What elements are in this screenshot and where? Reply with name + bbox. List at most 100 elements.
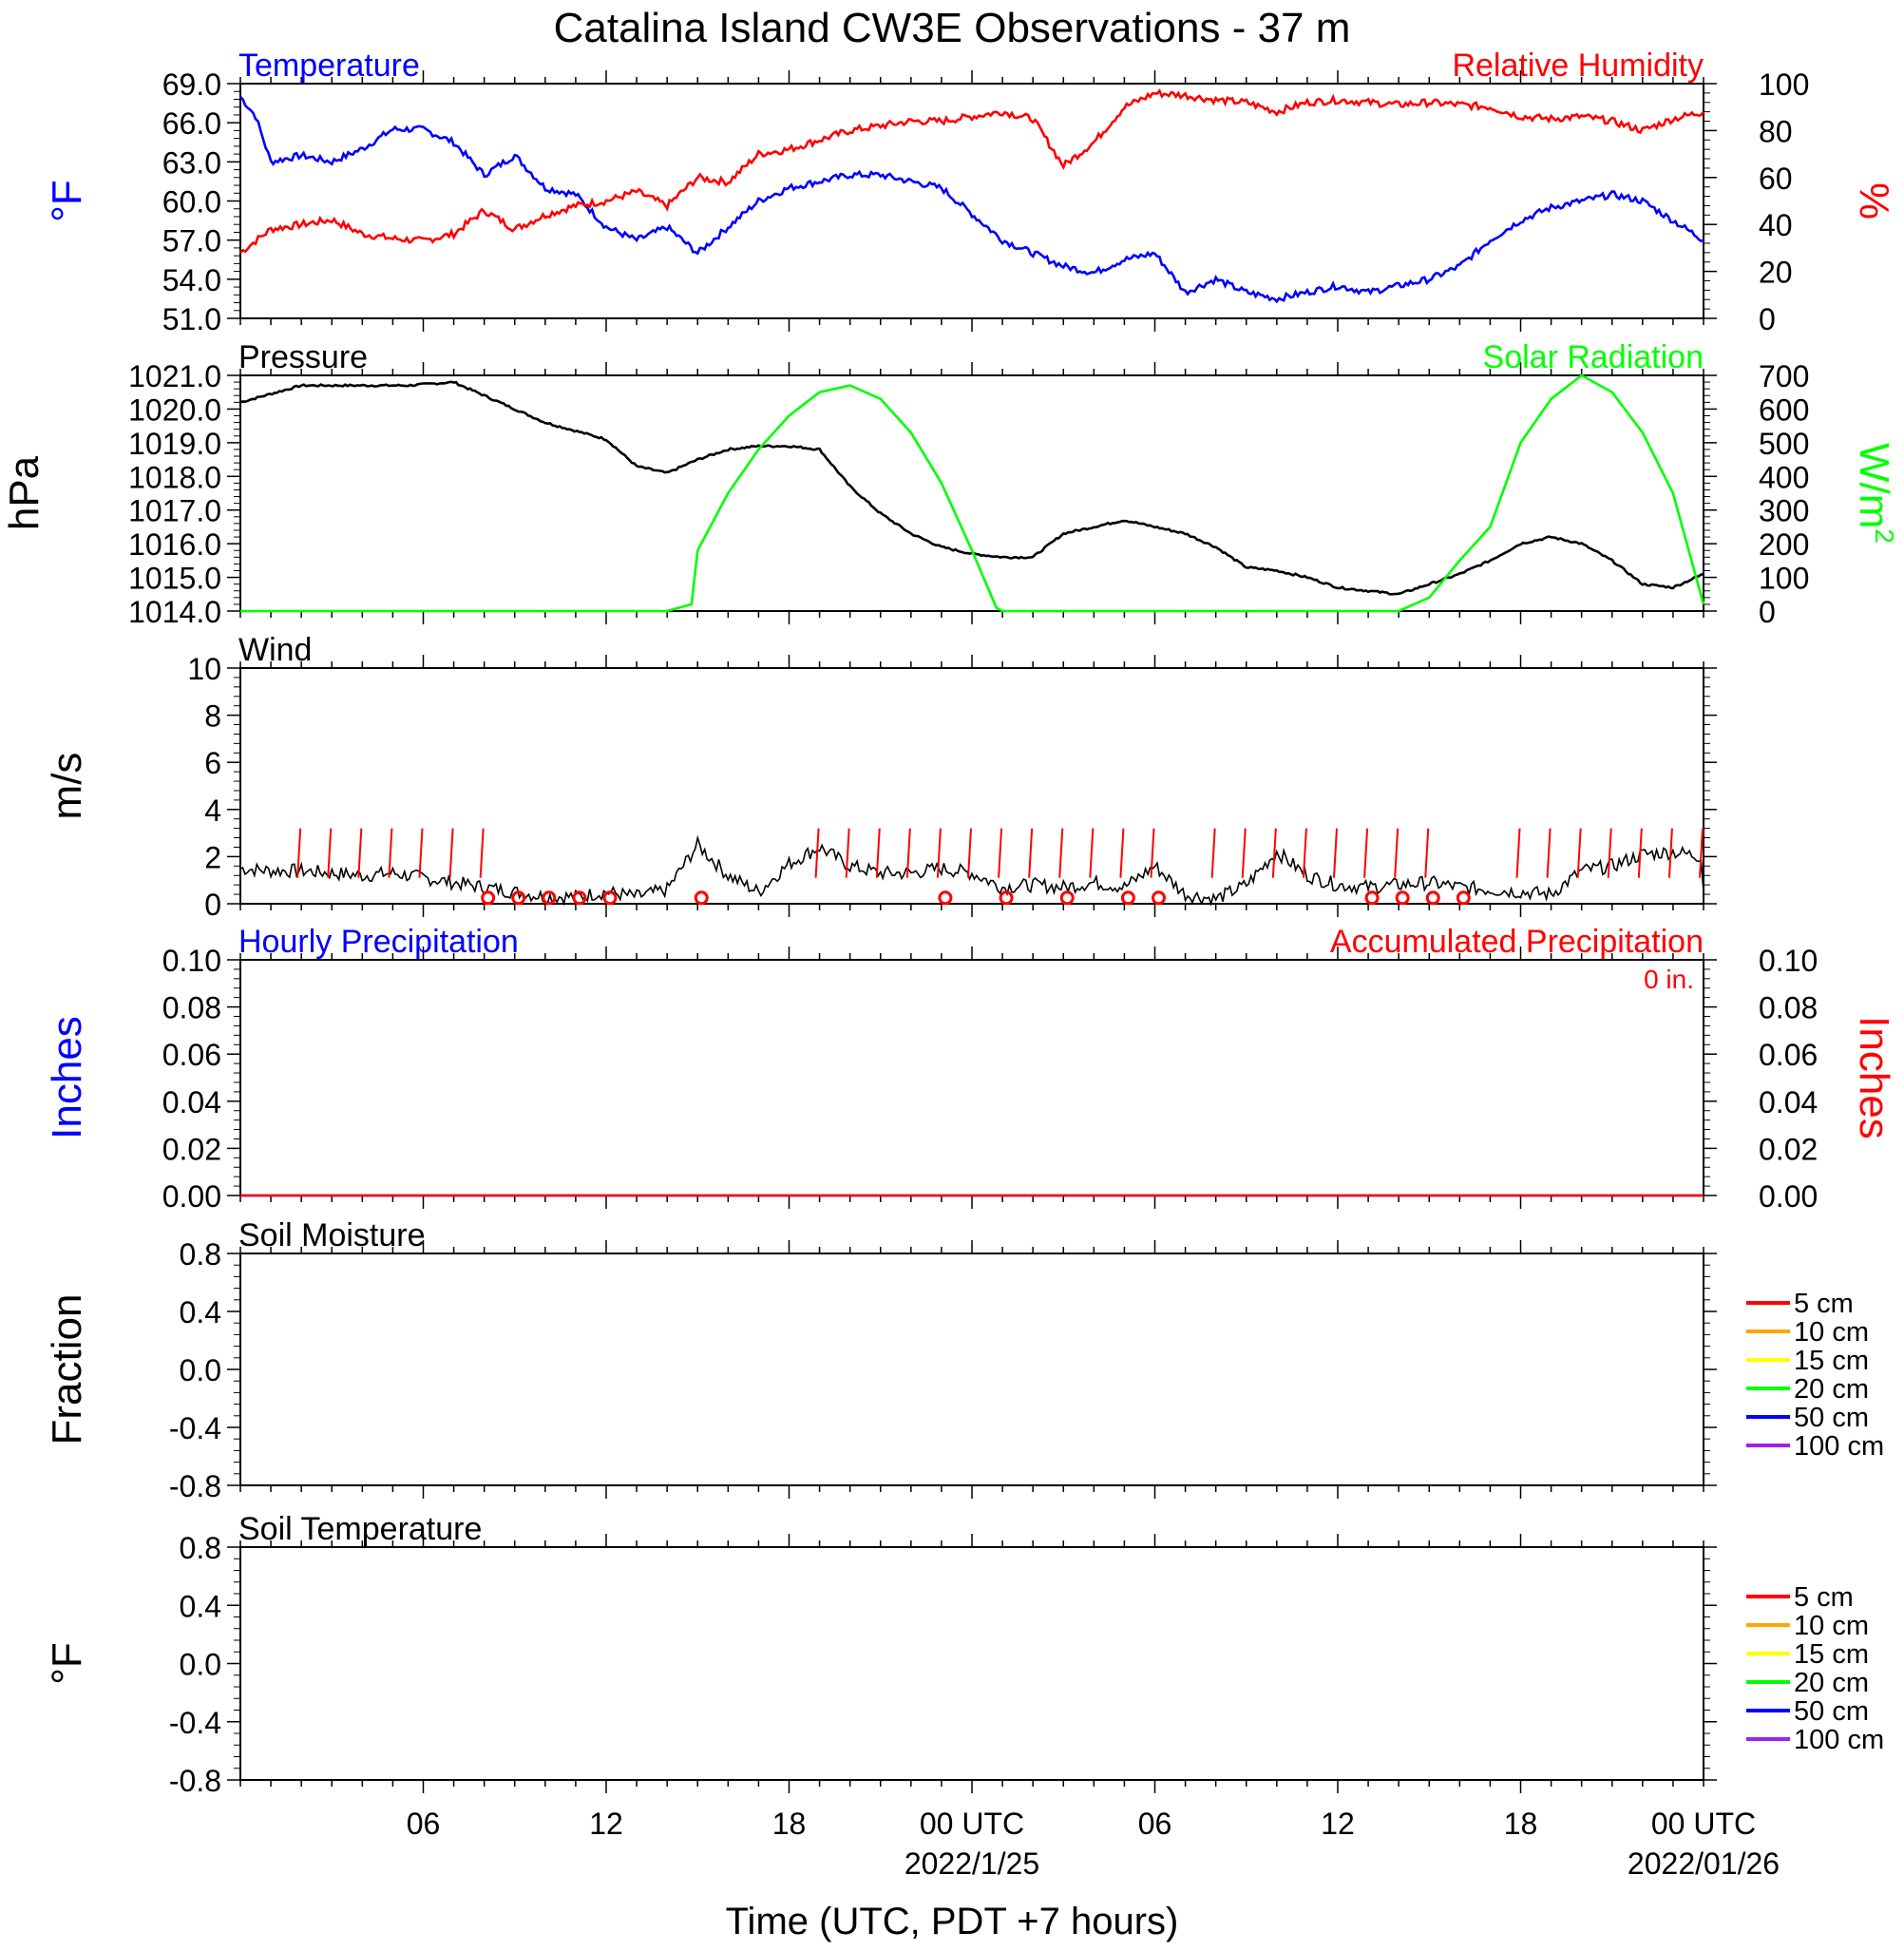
panel-title-right: Solar Radiation	[1483, 339, 1704, 375]
legend-label: 10 cm	[1794, 1317, 1869, 1348]
y-tick-label-left: 1020.0	[128, 392, 221, 427]
y-axis-label-right: %	[1851, 182, 1897, 220]
figure-title: Catalina Island CW3E Observations - 37 m	[554, 5, 1351, 51]
wind-barb	[814, 828, 820, 878]
wind-barb	[1515, 828, 1521, 878]
y-axis-label-left: °F	[44, 180, 90, 221]
y-axis-label-left: hPa	[1, 455, 48, 530]
calm-wind-marker	[481, 890, 496, 906]
y-tick-label-left: -0.4	[169, 1411, 221, 1445]
panel-title-right: Accumulated Precipitation	[1330, 924, 1704, 960]
wind-barb	[1667, 828, 1673, 878]
wind-barb	[875, 828, 881, 878]
y-tick-label-right: 500	[1759, 427, 1809, 461]
y-tick-label-right: 400	[1759, 460, 1809, 494]
calm-wind-marker	[1425, 890, 1440, 906]
y-axis-label-left: °F	[44, 1642, 90, 1684]
y-tick-label-right: 0.02	[1759, 1132, 1818, 1166]
y-tick-label-left: 1016.0	[128, 527, 221, 562]
series-line-pressure	[239, 380, 1704, 596]
y-axis-label-right: Inches	[1851, 1016, 1897, 1139]
wind-barb	[1150, 828, 1155, 878]
plot-frame	[239, 959, 1704, 1196]
panel-temperature-humidity: 69.0 66.0 63.0 60.0 57.0 54.0 51.0 100 80 60 40 20 0…	[44, 48, 1897, 336]
x-tick-label: 00 UTC	[1651, 1807, 1756, 1841]
y-tick-label-left: 0.0	[180, 1353, 221, 1387]
y-tick-label-left: 51.0	[162, 302, 221, 336]
calm-wind-marker	[938, 890, 953, 906]
legend-label: 15 cm	[1794, 1639, 1869, 1670]
x-tick-label: 06	[1138, 1807, 1172, 1841]
wind-barb	[1576, 828, 1582, 878]
y-tick-label-right: 100	[1759, 562, 1809, 596]
wind-barb	[1333, 828, 1338, 878]
y-tick-label-right: 60	[1759, 162, 1793, 196]
plot-frame	[239, 374, 1704, 612]
y-tick-label-left: 0.10	[162, 944, 221, 978]
legend-label: 5 cm	[1794, 1289, 1854, 1319]
panel-title-right: Relative Humidity	[1452, 48, 1704, 84]
y-tick-label-right: 0	[1759, 595, 1776, 629]
y-tick-label-left: 0.06	[162, 1038, 221, 1072]
x-tick-label: 06	[407, 1807, 441, 1841]
legend-label: 100 cm	[1794, 1431, 1884, 1462]
y-tick-label-left: 10	[187, 652, 221, 686]
y-tick-label-right: 200	[1759, 527, 1809, 562]
wind-barb	[479, 828, 485, 878]
wind-barb	[448, 828, 454, 878]
y-tick-label-left: 63.0	[162, 145, 221, 180]
y-axis-label-left: Fraction	[44, 1294, 90, 1445]
y-tick-label-left: 57.0	[162, 224, 221, 258]
wind-barb	[1699, 828, 1704, 878]
wind-barb	[1302, 828, 1307, 878]
y-tick-label-left: 60.0	[162, 185, 221, 220]
y-tick-label-left: 0.02	[162, 1132, 221, 1166]
wind-barb	[1363, 828, 1369, 878]
wind-barb	[936, 828, 942, 878]
panel-title-left: Temperature	[238, 48, 420, 84]
plot-frame	[239, 1253, 1704, 1486]
y-tick-label-left: 6	[204, 746, 221, 780]
plot-frame	[239, 1546, 1704, 1781]
calm-wind-marker	[542, 890, 557, 906]
y-tick-label-right: 20	[1759, 256, 1793, 290]
legend-label: 10 cm	[1794, 1611, 1869, 1641]
y-tick-label-left: -0.8	[169, 1764, 221, 1798]
y-tick-label-right: 0.08	[1759, 991, 1818, 1025]
wind-barb	[388, 828, 393, 878]
y-tick-label-right: 700	[1759, 359, 1809, 393]
y-tick-label-right: 300	[1759, 494, 1809, 528]
y-tick-label-left: 0	[204, 888, 221, 922]
panel-title-left: Soil Temperature	[238, 1511, 482, 1547]
legend-label: 100 cm	[1794, 1725, 1884, 1755]
calm-wind-marker	[1456, 890, 1471, 906]
series-line-relative-humidity	[239, 88, 1705, 254]
y-tick-label-left: 0.4	[180, 1295, 221, 1329]
calm-wind-marker	[694, 890, 709, 906]
y-tick-label-right: 40	[1759, 208, 1793, 242]
y-tick-label-left: 0.04	[162, 1085, 221, 1119]
y-tick-label-right: 100	[1759, 67, 1809, 102]
wind-barb	[1028, 828, 1034, 878]
wind-barb	[1210, 828, 1216, 878]
x-tick-label: 12	[589, 1807, 623, 1841]
calm-wind-marker	[1120, 890, 1135, 906]
y-tick-label-left: 1014.0	[128, 595, 221, 629]
legend-label: 50 cm	[1794, 1696, 1869, 1727]
y-tick-label-left: 54.0	[162, 263, 221, 297]
y-tick-label-left: 1021.0	[128, 359, 221, 393]
panels: 69.066.063.060.057.054.051.0100806040200…	[1, 48, 1899, 1798]
y-tick-label-left: 0.0	[180, 1648, 221, 1682]
calm-wind-marker	[1152, 890, 1166, 906]
y-tick-label-right: 0.10	[1759, 944, 1818, 978]
panel-precipitation: 0.10 0.08 0.06 0.04 0.02 0.00 0.10 0.08 0.06 0.04…	[44, 924, 1897, 1214]
wind-barb	[1546, 828, 1552, 878]
wind-barb	[1119, 828, 1125, 878]
x-tick-label: 18	[1504, 1807, 1538, 1841]
x-tick-label: 18	[772, 1807, 807, 1841]
calm-wind-marker	[1395, 890, 1410, 906]
y-tick-label-left: 69.0	[162, 67, 221, 102]
wind-barb	[998, 828, 1003, 878]
y-tick-label-left: 0.08	[162, 991, 221, 1025]
y-tick-label-left: 66.0	[162, 106, 221, 141]
